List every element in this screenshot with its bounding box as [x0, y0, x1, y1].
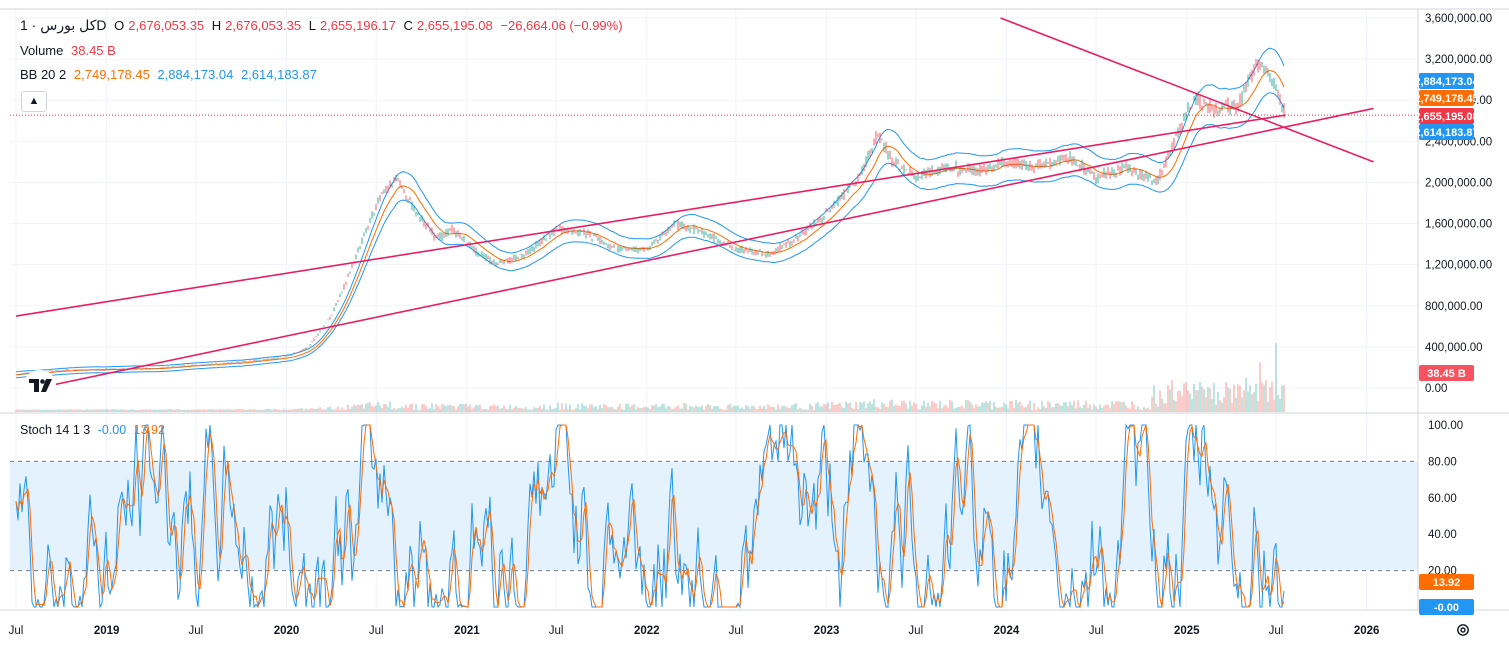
x-tick-label: Jul	[189, 625, 204, 637]
stoch-d-label-bg	[1419, 574, 1474, 590]
x-tick-label: Jul	[1089, 625, 1104, 637]
price-labels: 2,884,173.04 2,749,178.45 2,655,195.08 2,61…	[1414, 73, 1479, 615]
x-tick-label: 2020	[274, 625, 300, 637]
bb-basis-line	[15, 69, 1285, 376]
stoch-k-label: -0.00	[1434, 602, 1459, 614]
bb-lower-value: 2,614,183.87	[240, 67, 317, 82]
bb-lower-line	[15, 92, 1285, 379]
stoch-k-label-bg	[1419, 599, 1474, 615]
legend-ohlc: کل بورس · 1D O 2,676,053.35 H 2,676,053.35…	[20, 17, 623, 33]
x-tick-label: 2024	[994, 625, 1020, 637]
x-tick-label: 2026	[1354, 625, 1380, 637]
volume-value: 38.45 B	[71, 43, 116, 58]
stoch-d-line	[15, 424, 1285, 609]
tradingview-logo-icon[interactable]	[24, 370, 56, 398]
last-price-label-bg	[1419, 108, 1474, 124]
trendline-1	[15, 114, 1286, 317]
stoch-d-label: 13.92	[1433, 577, 1461, 589]
symbol-title[interactable]: کل بورس · 1D	[20, 17, 107, 33]
bollinger-bands	[15, 47, 1285, 379]
y-tick-label: 800,000.00	[1425, 301, 1483, 313]
low-value: 2,655,196.17	[319, 18, 396, 33]
x-tick-label: Jul	[549, 625, 564, 637]
bb-lower-label: 2,614,183.87	[1414, 127, 1478, 139]
y-tick-label: 0.00	[1425, 383, 1447, 395]
bb-basis-label-bg	[1419, 90, 1474, 106]
x-tick-label: 2019	[94, 625, 120, 637]
trendline-3	[1000, 17, 1374, 163]
x-tick-label: Jul	[9, 625, 24, 637]
x-tick-label: Jul	[908, 625, 923, 637]
stochastic-lines	[15, 423, 1285, 609]
bb-upper-label: 2,884,173.04	[1414, 76, 1479, 88]
y-tick-label: 3,600,000.00	[1425, 13, 1492, 25]
y-tick-label: 1,600,000.00	[1425, 219, 1492, 231]
legend-volume[interactable]: Volume 38.45 B	[20, 43, 116, 58]
bb-basis-value: 2,749,178.45	[73, 67, 150, 82]
open-value: 2,676,053.35	[128, 18, 205, 33]
stoch-k-value: -0.00	[97, 423, 127, 437]
y-tick-label: 400,000.00	[1425, 342, 1483, 354]
x-tick-label: Jul	[369, 625, 384, 637]
x-tick-label: Jul	[1269, 625, 1284, 637]
bb-upper-label-bg	[1419, 73, 1474, 89]
y-tick-label: 3,200,000.00	[1425, 54, 1492, 66]
trendlines[interactable]	[10, 17, 1418, 389]
x-tick-label: 2021	[454, 625, 480, 637]
y-tick-label: 1,200,000.00	[1425, 260, 1492, 272]
bb-basis-label: 2,749,178.45	[1414, 93, 1478, 105]
close-value: 2,655,195.08	[416, 18, 493, 33]
change-value: −26,664.06 (−0.99%)	[500, 18, 623, 33]
x-tick-label: 2022	[634, 625, 660, 637]
stoch-tick-label: 40.00	[1428, 529, 1457, 541]
x-tick-label: Jul	[729, 625, 744, 637]
bb-lower-label-bg	[1419, 124, 1474, 140]
x-tick-label: 2025	[1174, 625, 1200, 637]
trendline-2	[38, 107, 1374, 389]
y-tick-label: 2,000,000.00	[1425, 177, 1492, 189]
volume-last-label-bg	[1419, 365, 1474, 381]
stoch-d-value: 13.92	[133, 423, 165, 437]
chevron-up-icon: ▲	[28, 95, 40, 107]
volume-last-label: 38.45 B	[1427, 368, 1466, 380]
bb-upper-value: 2,884,173.04	[157, 67, 234, 82]
stoch-tick-label: 80.00	[1428, 456, 1457, 468]
bb-upper-line	[15, 47, 1285, 373]
high-value: 2,676,053.35	[225, 18, 302, 33]
legend-bb[interactable]: BB 20 2 2,749,178.45 2,884,173.04 2,614,…	[20, 67, 317, 82]
last-price-label: 2,655,195.08	[1414, 111, 1478, 123]
stoch-tick-label: 60.00	[1428, 493, 1457, 505]
settings-gear-icon[interactable]	[1455, 622, 1471, 638]
price-candles	[15, 59, 1285, 376]
stoch-tick-label: 100.00	[1428, 420, 1463, 432]
volume-bars	[15, 342, 1285, 412]
x-tick-label: 2023	[814, 625, 840, 637]
legend-stoch[interactable]: Stoch 14 1 3 -0.00 13.92	[20, 423, 165, 437]
collapse-legend-button[interactable]: ▲	[21, 91, 47, 112]
